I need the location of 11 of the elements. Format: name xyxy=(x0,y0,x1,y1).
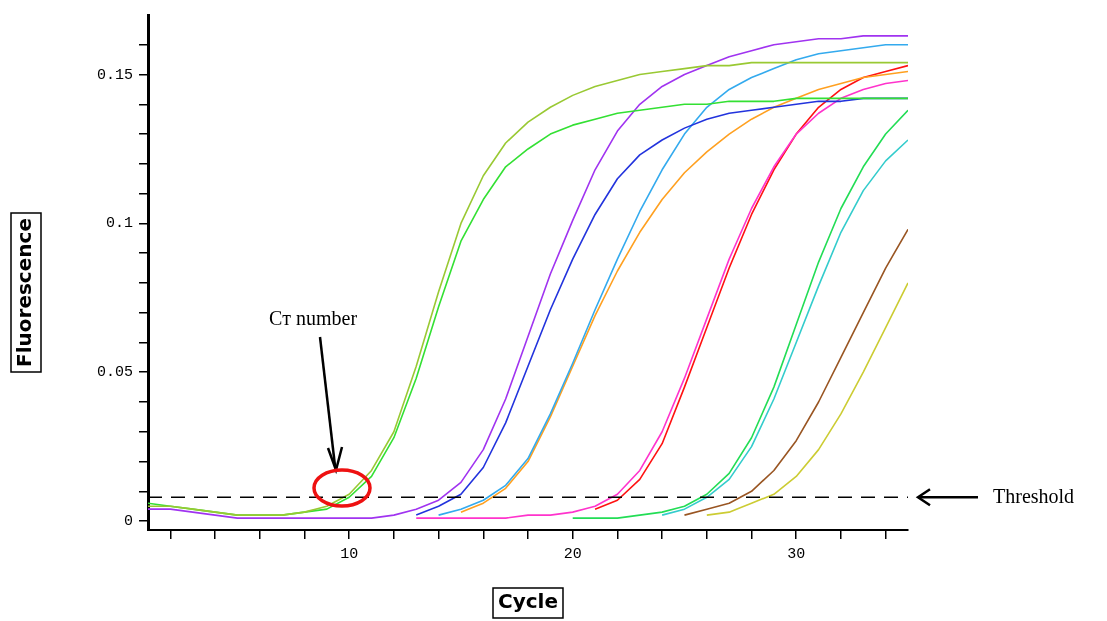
y-axis-title: Fluorescence xyxy=(12,218,37,367)
y-tick-label: 0 xyxy=(123,513,133,531)
x-axis-title: Cycle xyxy=(498,589,558,614)
y-tick-label: 0.1 xyxy=(105,215,133,233)
x-tick-label: 20 xyxy=(563,545,582,563)
x-tick-label: 10 xyxy=(340,545,359,563)
y-tick-label: 0.05 xyxy=(96,364,133,382)
x-tick-label: 30 xyxy=(787,545,806,563)
ref-line-label: Threshold xyxy=(993,485,1075,508)
annotation: Cᴛ number xyxy=(268,307,358,329)
y-tick-label: 0.15 xyxy=(96,66,133,84)
